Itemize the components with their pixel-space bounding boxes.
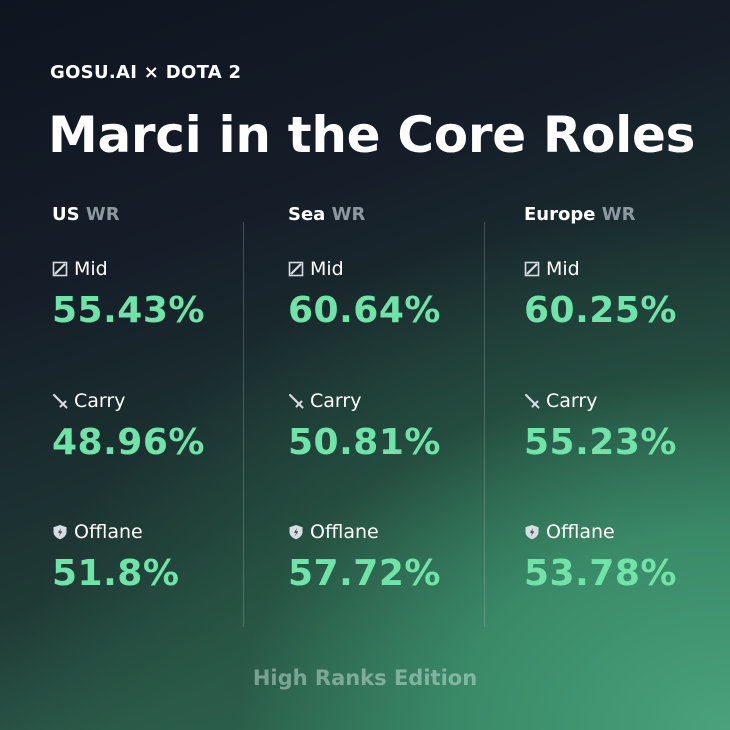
shield-icon [52,524,68,540]
mid-lane-icon [52,261,68,277]
role-label: Mid [74,258,108,280]
region-suffix: WR [601,204,636,225]
role-label: Offlane [310,521,379,543]
role-mid: Mid [52,256,108,282]
region-name: Europe [524,204,596,225]
win-rate-value: 57.72% [288,553,441,594]
role-carry: Carry [52,388,125,414]
win-rate-value: 55.23% [524,422,677,463]
role-offlane: Offlane [288,519,379,545]
region-header: US WR [52,204,120,225]
role-label: Carry [546,390,598,412]
region-header: Sea WR [288,204,365,225]
win-rate-value: 50.81% [288,422,441,463]
shield-icon [288,524,304,540]
role-offlane: Offlane [524,519,615,545]
role-mid: Mid [524,256,580,282]
sword-icon [52,393,68,409]
region-name: Sea [288,204,326,225]
region-column-us: US WR Mid 55.43% Carry 48.96% Offlane 51… [52,0,272,730]
role-label: Mid [546,258,580,280]
role-label: Offlane [546,521,615,543]
region-suffix: WR [85,204,120,225]
win-rate-value: 55.43% [52,290,205,331]
role-carry: Carry [288,388,361,414]
sword-icon [524,393,540,409]
role-label: Carry [310,390,362,412]
shield-icon [524,524,540,540]
column-divider [243,222,244,627]
brand-label: GOSU.AI × DOTA 2 [50,62,242,83]
page-title: Marci in the Core Roles [48,106,696,164]
win-rate-value: 60.25% [524,290,677,331]
region-column-europe: Europe WR Mid 60.25% Carry 55.23% Offlan… [524,0,730,730]
mid-lane-icon [524,261,540,277]
sword-icon [288,393,304,409]
region-name: US [52,204,80,225]
win-rate-value: 51.8% [52,553,180,594]
win-rate-value: 53.78% [524,553,677,594]
role-label: Carry [74,390,126,412]
win-rate-value: 48.96% [52,422,205,463]
role-mid: Mid [288,256,344,282]
footer-edition-label: High Ranks Edition [252,666,478,690]
role-offlane: Offlane [52,519,143,545]
region-column-sea: Sea WR Mid 60.64% Carry 50.81% Offlane 5… [288,0,508,730]
win-rate-value: 60.64% [288,290,441,331]
role-carry: Carry [524,388,597,414]
column-divider [484,222,485,627]
mid-lane-icon [288,261,304,277]
region-suffix: WR [331,204,366,225]
region-header: Europe WR [524,204,635,225]
role-label: Mid [310,258,344,280]
role-label: Offlane [74,521,143,543]
